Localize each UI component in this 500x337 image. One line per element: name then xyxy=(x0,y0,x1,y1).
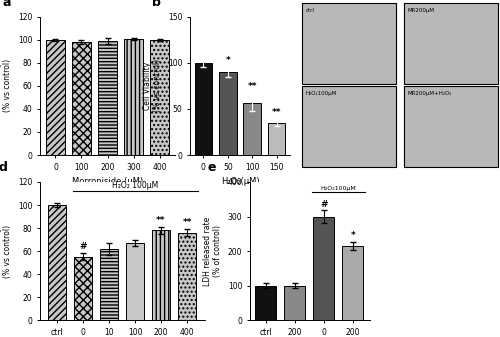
Y-axis label: Cell Viability
(% vs control): Cell Viability (% vs control) xyxy=(0,224,12,278)
Bar xyxy=(152,231,171,320)
Text: **: ** xyxy=(272,108,281,117)
Bar xyxy=(404,86,498,167)
Y-axis label: Cell Viability
(% vs control): Cell Viability (% vs control) xyxy=(0,59,12,113)
Text: H₂O₂100μM: H₂O₂100μM xyxy=(320,186,356,191)
Text: d: d xyxy=(0,161,8,174)
Bar xyxy=(314,217,334,320)
Bar xyxy=(219,72,236,155)
Text: a: a xyxy=(2,0,10,9)
Bar xyxy=(194,63,212,155)
Bar xyxy=(46,40,65,155)
Bar xyxy=(150,40,169,155)
Text: **: ** xyxy=(156,216,166,224)
Bar xyxy=(268,123,285,155)
Bar xyxy=(124,39,143,155)
Text: MR200μM+H₂O₂: MR200μM+H₂O₂ xyxy=(408,91,453,96)
X-axis label: H₂O₂(μM): H₂O₂(μM) xyxy=(220,177,260,186)
Bar xyxy=(302,86,396,167)
Text: *: * xyxy=(350,231,356,240)
Bar xyxy=(72,42,91,155)
Text: #: # xyxy=(320,200,328,209)
Text: e: e xyxy=(208,161,216,174)
Text: **: ** xyxy=(182,218,192,227)
Text: H₂O₂100μM: H₂O₂100μM xyxy=(306,91,337,96)
Text: *: * xyxy=(226,56,230,65)
Bar xyxy=(284,286,306,320)
Text: #: # xyxy=(79,242,86,251)
Text: **: ** xyxy=(248,83,257,91)
Bar xyxy=(244,102,261,155)
Bar xyxy=(98,41,117,155)
Y-axis label: Cell Viability
(% vs control): Cell Viability (% vs control) xyxy=(143,59,163,113)
Bar xyxy=(404,3,498,84)
X-axis label: Morroniside (μM): Morroniside (μM) xyxy=(72,177,143,186)
Bar xyxy=(126,243,144,320)
Bar xyxy=(178,233,197,320)
Bar xyxy=(100,249,118,320)
Bar xyxy=(256,286,276,320)
Text: H₂O₂ 100μM: H₂O₂ 100μM xyxy=(112,181,158,190)
Bar xyxy=(74,257,92,320)
Text: MR200μM: MR200μM xyxy=(408,8,435,13)
Bar xyxy=(48,205,66,320)
Text: ctrl: ctrl xyxy=(306,8,315,13)
Text: b: b xyxy=(152,0,161,9)
Bar xyxy=(342,246,363,320)
Y-axis label: LDH released rate
(% of control): LDH released rate (% of control) xyxy=(203,216,222,286)
Bar xyxy=(302,3,396,84)
